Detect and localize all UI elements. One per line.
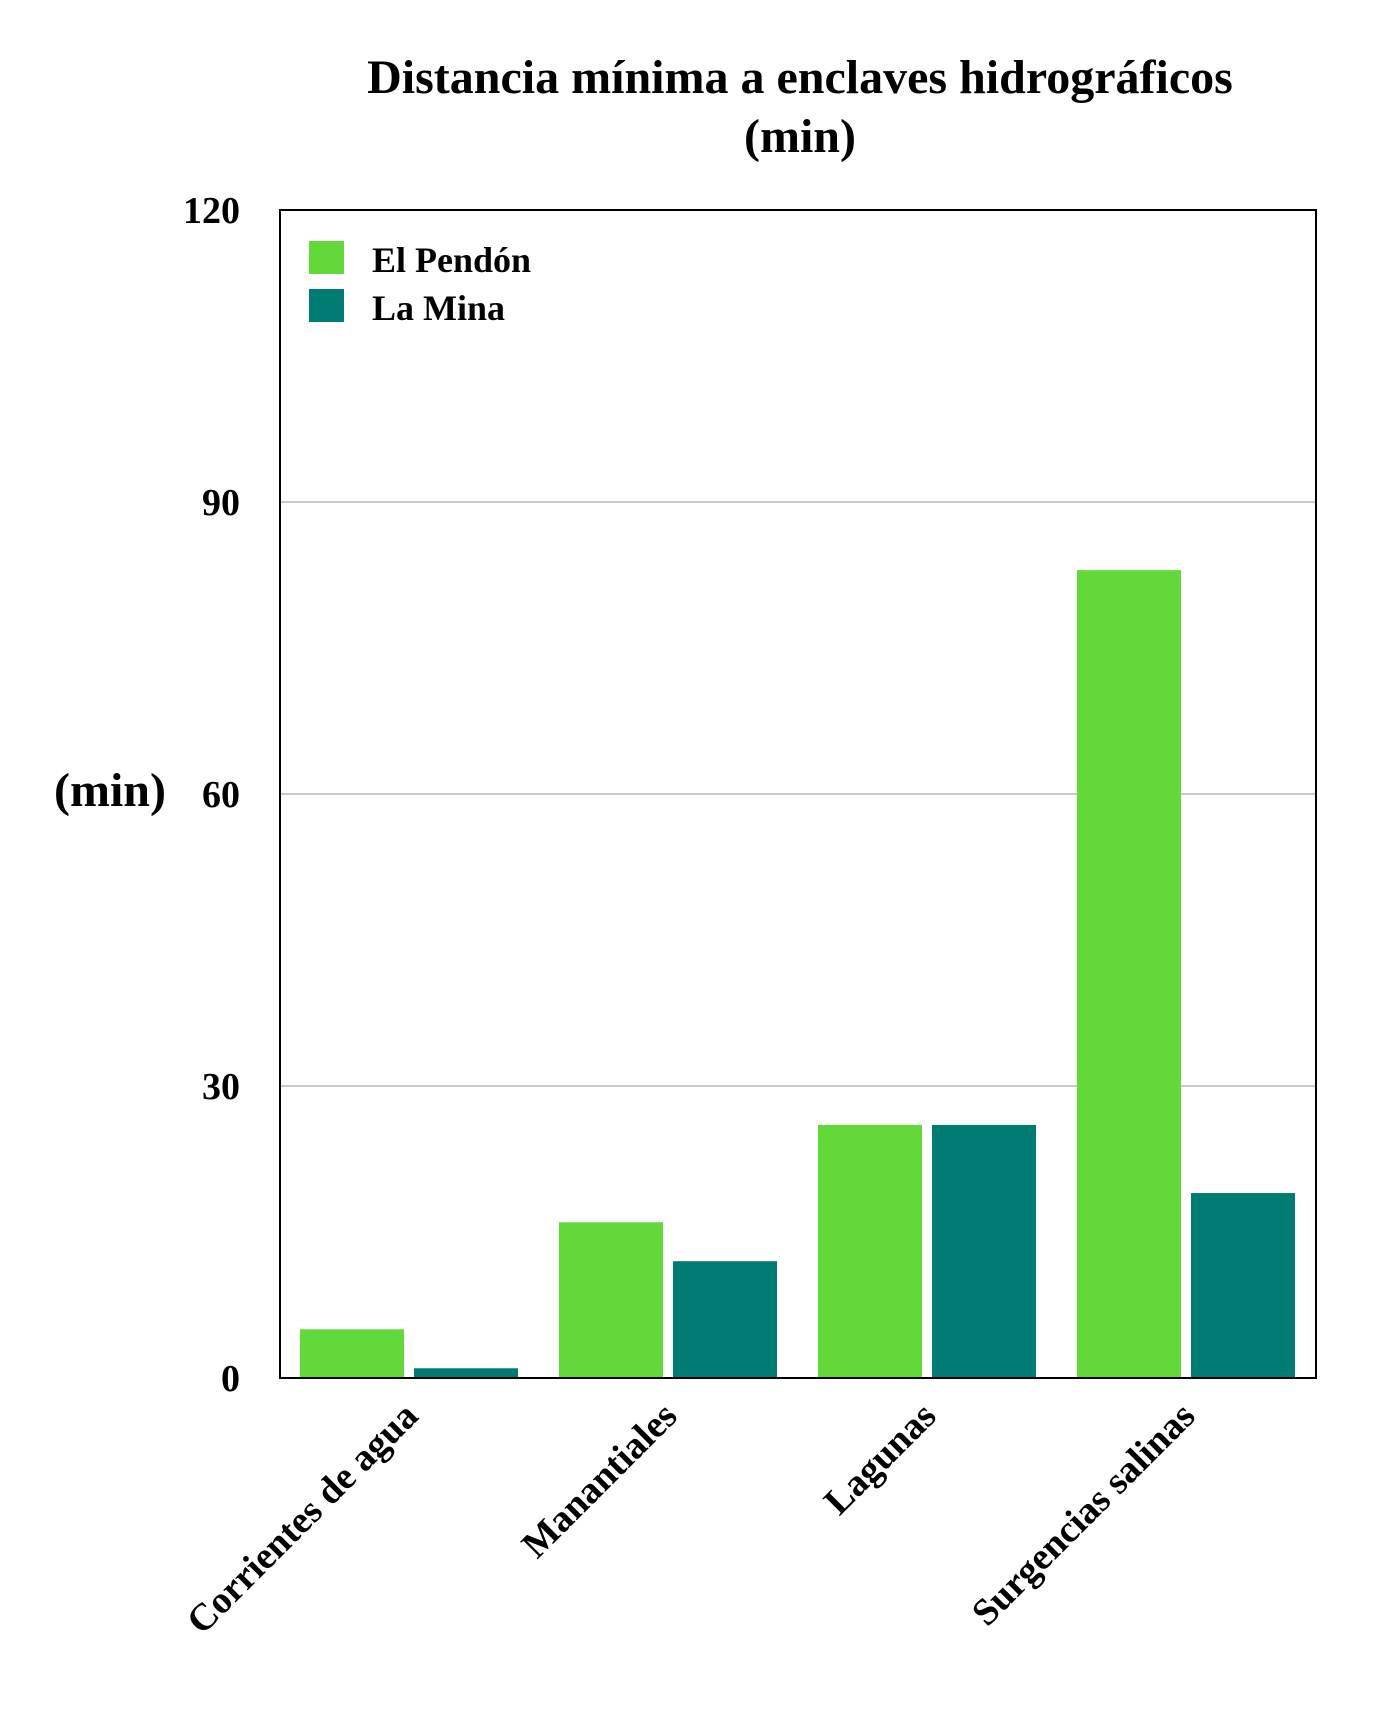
bar-el-pendon-0 [300, 1329, 404, 1378]
y-tick-label-0: 0 [221, 1358, 240, 1400]
y-axis-label: (min) [54, 764, 166, 817]
bar-el-pendon-1 [559, 1222, 663, 1378]
bar-la-mina-0 [414, 1368, 518, 1378]
x-category-label-3: Surgencias salinas [964, 1395, 1203, 1634]
chart-title-line-2: (min) [744, 110, 856, 163]
y-tick-label-120: 120 [183, 190, 240, 232]
chart-title-line-1: Distancia mínima a enclaves hidrográfico… [367, 51, 1233, 104]
y-tick-labels: 0 30 60 90 120 [183, 190, 240, 1400]
y-tick-label-60: 60 [202, 774, 240, 816]
legend: El Pendón La Mina [309, 240, 531, 328]
y-tick-label-30: 30 [202, 1066, 240, 1108]
bar-la-mina-2 [932, 1124, 1036, 1378]
bar-la-mina-1 [673, 1261, 777, 1378]
bar-la-mina-3 [1191, 1193, 1295, 1378]
x-category-label-0: Corrientes de agua [179, 1395, 427, 1643]
x-category-labels: Corrientes de agua Manantiales Lagunas Surg… [179, 1395, 1204, 1643]
legend-swatch-la-mina [309, 289, 344, 322]
x-category-label-2: Lagunas [816, 1395, 944, 1523]
bar-el-pendon-3 [1077, 570, 1181, 1378]
plot-frame [279, 209, 1317, 1379]
legend-label-la-mina: La Mina [372, 288, 505, 328]
bars [300, 570, 1295, 1378]
legend-label-el-pendon: El Pendón [372, 240, 531, 280]
bar-el-pendon-2 [818, 1124, 922, 1378]
x-category-label-1: Manantiales [514, 1395, 686, 1567]
y-tick-label-90: 90 [202, 482, 240, 524]
legend-swatch-el-pendon [309, 241, 344, 274]
